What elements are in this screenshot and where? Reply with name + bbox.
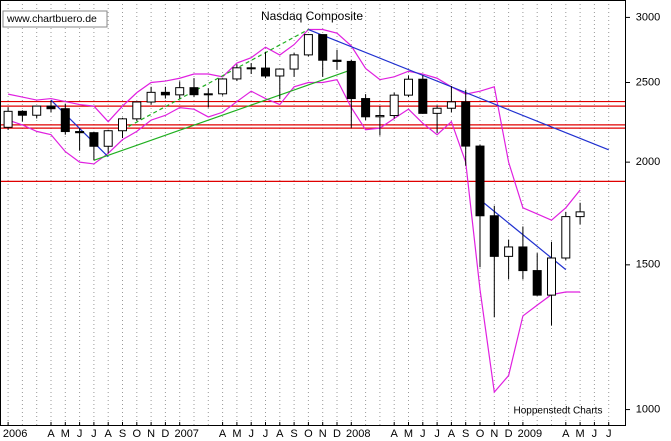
candle-body — [518, 246, 528, 272]
x-tick-label: D — [333, 428, 341, 440]
x-tick-label: A — [562, 428, 570, 440]
candle-body — [3, 110, 13, 128]
x-tick-label: S — [462, 428, 469, 440]
candle-body — [203, 93, 213, 96]
x-tick-label: M — [404, 428, 413, 440]
candle-body — [375, 115, 385, 118]
candle-body — [189, 87, 199, 96]
candle-body — [461, 101, 471, 147]
source-box — [2, 10, 108, 28]
candle-body — [75, 131, 85, 134]
candle-body — [475, 145, 485, 217]
candle-body — [218, 78, 228, 95]
candle-body — [389, 94, 399, 117]
x-tick-label: A — [105, 428, 113, 440]
x-tick-label: J — [263, 428, 269, 440]
candle-body — [32, 105, 42, 116]
candle-body — [575, 211, 585, 218]
candle-body — [346, 60, 356, 100]
candle-body — [118, 118, 127, 132]
x-tick-label: M — [61, 428, 70, 440]
candle-body — [160, 91, 170, 96]
x-tick-label: J — [606, 428, 612, 440]
bollinger-band — [7, 28, 581, 221]
x-tick-label: D — [161, 428, 169, 440]
candle-body — [175, 87, 185, 96]
x-tick-label: D — [505, 428, 513, 440]
x-tick-label: A — [47, 428, 55, 440]
x-tick-label: A — [219, 428, 227, 440]
trendline — [122, 28, 309, 131]
source-label: www.chartbuero.de — [6, 13, 97, 25]
x-tick-label: 2009 — [518, 428, 542, 440]
x-tick-label: O — [304, 428, 313, 440]
y-tick-label: 1500 — [636, 259, 660, 271]
x-tick-label: J — [248, 428, 254, 440]
credit-label: Hoppenstedt Charts — [514, 406, 603, 417]
plot-area — [0, 0, 625, 426]
candle-body — [446, 101, 456, 109]
candle-body — [303, 34, 313, 56]
y-tick-label: 2500 — [636, 76, 660, 88]
x-tick-label: 2006 — [3, 428, 27, 440]
candle-body — [146, 91, 156, 103]
candle-body — [561, 216, 571, 259]
candle-body — [46, 105, 56, 110]
candle-body — [532, 270, 542, 296]
x-tick-label: 2008 — [346, 428, 370, 440]
candle-body — [60, 108, 70, 133]
candle-body — [418, 78, 428, 114]
x-tick-label: M — [576, 428, 585, 440]
trendline — [93, 69, 352, 161]
candle-body — [432, 107, 442, 114]
candle-body — [261, 67, 270, 77]
x-tick-label: J — [91, 428, 97, 440]
x-tick-label: J — [77, 428, 83, 440]
x-tick-label: N — [147, 428, 155, 440]
candle-body — [318, 34, 328, 61]
candle-body — [89, 132, 99, 147]
x-tick-label: S — [119, 428, 126, 440]
candle-body — [246, 67, 256, 70]
x-tick-label: A — [391, 428, 399, 440]
x-tick-label: 2007 — [174, 428, 198, 440]
x-tick-label: A — [276, 428, 284, 440]
candle-body — [489, 215, 499, 257]
x-tick-label: O — [476, 428, 485, 440]
x-tick-label: M — [232, 428, 241, 440]
candle-body — [332, 59, 342, 62]
x-tick-label: S — [290, 428, 297, 440]
y-tick-label: 3000 — [636, 11, 660, 23]
candle-body — [232, 67, 242, 80]
candle-body — [275, 68, 285, 77]
x-tick-label: N — [319, 428, 327, 440]
x-tick-label: A — [448, 428, 456, 440]
candle-body — [404, 78, 413, 96]
x-tick-label: J — [592, 428, 598, 440]
candle-body — [361, 98, 371, 118]
y-tick-label: 1000 — [636, 403, 660, 415]
chart-title: Nasdaq Composite — [261, 9, 363, 23]
candle-body — [547, 257, 556, 296]
y-tick-label: 2000 — [636, 156, 660, 168]
x-tick-label: J — [420, 428, 426, 440]
candle-body — [504, 246, 514, 257]
plot-border — [0, 0, 626, 426]
candle-body — [17, 110, 27, 116]
x-tick-label: N — [490, 428, 498, 440]
trendline — [308, 28, 609, 151]
x-tick-label: J — [434, 428, 440, 440]
candle-body — [289, 54, 299, 70]
candle-body — [132, 101, 142, 120]
candle-body — [103, 130, 113, 147]
x-tick-label: O — [133, 428, 142, 440]
